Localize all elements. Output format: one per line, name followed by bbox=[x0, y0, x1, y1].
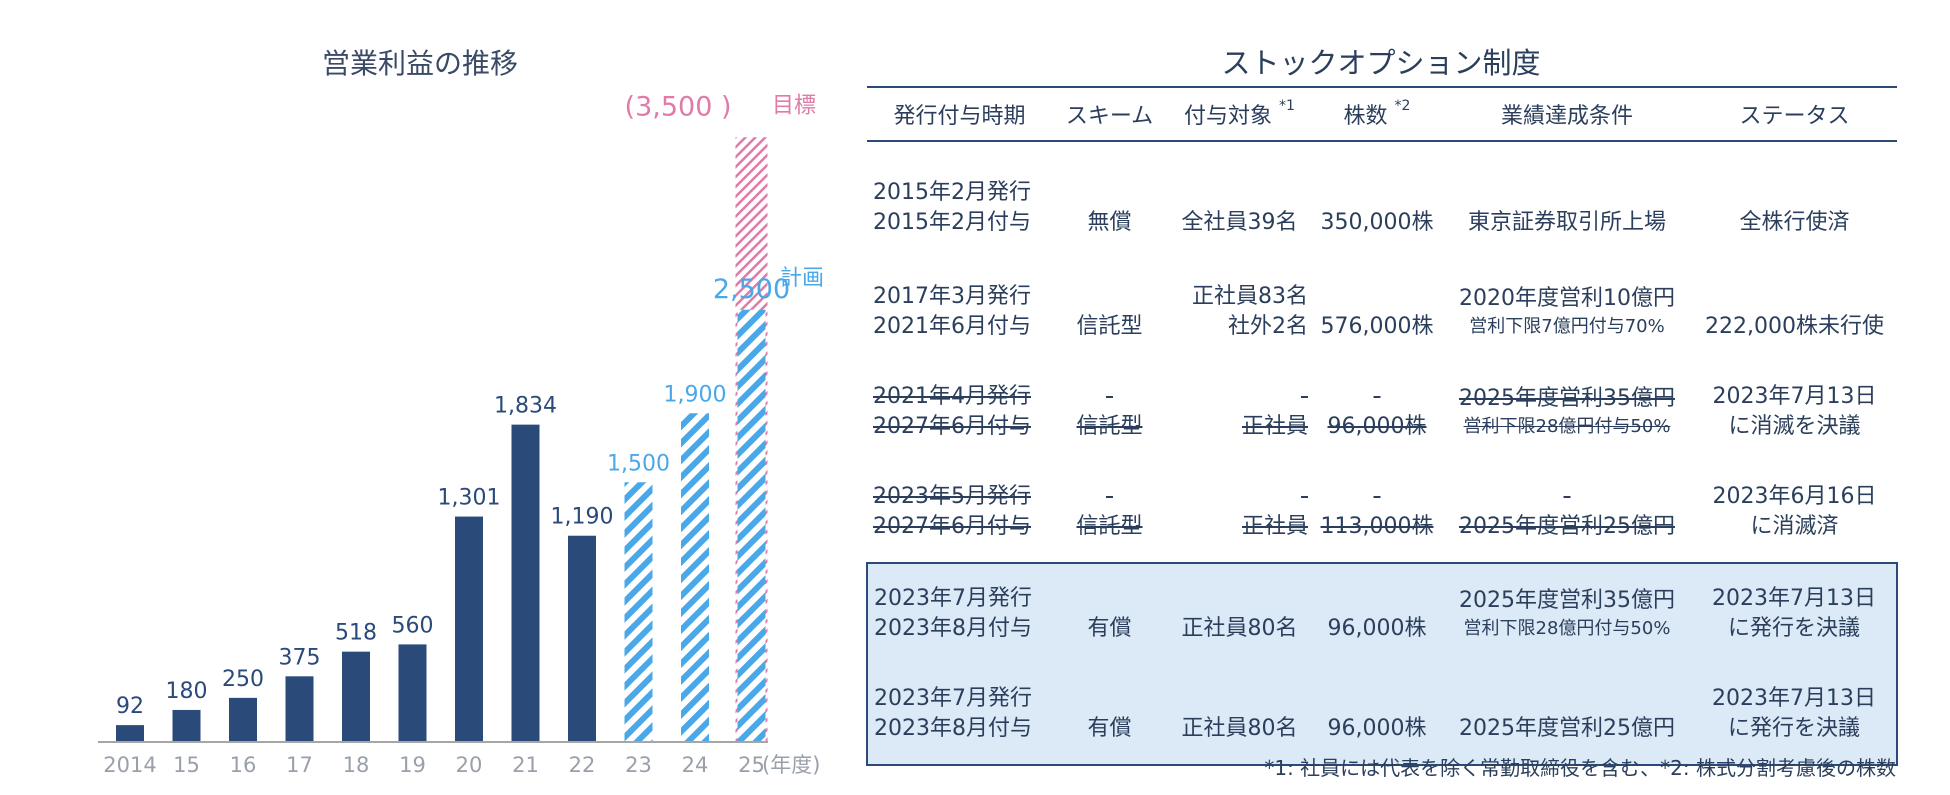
status-cell: 2023年7月13日 に発行を決議 bbox=[1692, 562, 1898, 664]
grantee-cell: 正社員 bbox=[1241, 414, 1308, 439]
bar-value-label: 180 bbox=[166, 679, 208, 704]
period-cell: 2023年5月発行 2027年6月付与 bbox=[873, 484, 1031, 539]
shares-cell: 576,000株 bbox=[1320, 314, 1434, 339]
scheme-cell: 信託型 bbox=[1076, 314, 1143, 339]
bar-plan bbox=[737, 309, 766, 741]
bar-actual bbox=[229, 697, 257, 741]
header-status: ステータス bbox=[1692, 86, 1897, 142]
bar-actual bbox=[342, 651, 370, 741]
bar-value-label: 1,190 bbox=[551, 505, 614, 530]
shares-cell: 96,000株 bbox=[1312, 562, 1442, 664]
bar-actual bbox=[455, 516, 483, 741]
condition-cell: 2025年度営利35億円 営利下限28億円付与50% bbox=[1442, 562, 1692, 664]
x-tick-label: 23 bbox=[625, 753, 652, 777]
shares-cell: 96,000株 bbox=[1312, 664, 1442, 766]
condition-cell: 2020年度営利10億円 営利下限7億円付与70% bbox=[1459, 286, 1675, 337]
bar-actual bbox=[568, 535, 596, 741]
x-tick-label: 24 bbox=[682, 753, 709, 777]
bar-actual bbox=[398, 644, 427, 741]
plan-legend-label: 計画 bbox=[780, 266, 824, 291]
header-period: 発行付与時期 bbox=[867, 86, 1052, 142]
x-unit-label: (年度) bbox=[762, 753, 820, 777]
status-cell: 2023年7月13日 に発行を決議 bbox=[1692, 664, 1898, 766]
target-value-label: (3,500 ) bbox=[625, 91, 732, 122]
scheme-cell: 無償 bbox=[1087, 210, 1132, 235]
grantee-cell: 全社員39名 bbox=[1181, 210, 1298, 235]
shares-cell: 96,000株 bbox=[1327, 414, 1427, 439]
scheme-cell: 信託型 bbox=[1076, 514, 1143, 539]
chart-title: 営業利益の推移 bbox=[321, 47, 518, 80]
period-cell: 2015年2月発行 2015年2月付与 bbox=[873, 180, 1031, 235]
period-cell: 2023年7月発行 2023年8月付与 bbox=[866, 562, 1052, 664]
x-tick-label: 2014 bbox=[103, 753, 156, 777]
table-row: 2021年4月発行 2027年6月付与 信託型 正社員 96,000株 2025年… bbox=[867, 362, 1897, 462]
bar-value-label: 1,900 bbox=[664, 382, 727, 407]
status-cell: 2023年7月13日 に消滅を決議 bbox=[1712, 384, 1877, 439]
x-tick-label: 19 bbox=[399, 753, 426, 777]
scheme-cell: 有償 bbox=[1052, 562, 1167, 664]
bar-actual bbox=[511, 424, 540, 741]
x-tick-label: 18 bbox=[343, 753, 370, 777]
bar-value-label: 92 bbox=[116, 694, 144, 719]
bar-value-label: 1,301 bbox=[438, 486, 501, 511]
period-cell: 2021年4月発行 2027年6月付与 bbox=[873, 384, 1031, 439]
header-shares: 株数 *2 bbox=[1312, 86, 1442, 142]
bar-actual bbox=[116, 725, 144, 741]
status-cell: 222,000株未行使 bbox=[1705, 314, 1884, 339]
shares-cell: 350,000株 bbox=[1320, 210, 1434, 235]
grantee-cell: 正社員 bbox=[1241, 514, 1308, 539]
condition-cell: 東京証券取引所上場 bbox=[1467, 210, 1666, 235]
grantee-cell: 正社員83名 社外2名 bbox=[1192, 284, 1308, 339]
period-cell: 2017年3月発行 2021年6月付与 bbox=[873, 284, 1031, 339]
stock-option-table: 発行付与時期 スキーム 付与対象 *1 株数 *2 業績達成条件 ステータス 2… bbox=[866, 86, 1898, 766]
x-tick-label: 16 bbox=[230, 753, 257, 777]
x-tick-label: 25 bbox=[738, 753, 765, 777]
bar-value-label: 2,500 bbox=[713, 274, 790, 305]
status-cell: 2023年6月16日 に消滅済 bbox=[1712, 484, 1877, 539]
bar-plan bbox=[624, 482, 653, 741]
target-legend-label: 目標 bbox=[772, 93, 816, 118]
note-mark-1: *1 bbox=[1279, 98, 1295, 114]
table-row: 2017年3月発行 2021年6月付与 信託型 正社員83名 社外2名 576,00… bbox=[867, 262, 1897, 362]
x-tick-label: 22 bbox=[569, 753, 596, 777]
grantee-cell: 正社員80名 bbox=[1167, 562, 1312, 664]
header-grantee: 付与対象 *1 bbox=[1167, 86, 1312, 142]
x-tick-label: 17 bbox=[286, 753, 313, 777]
header-condition: 業績達成条件 bbox=[1442, 86, 1692, 142]
footnote: *1: 社員には代表を除く常勤取締役を含む、*2: 株式分割考慮後の株数 bbox=[1264, 756, 1896, 780]
status-cell: 全株行使済 bbox=[1739, 210, 1850, 235]
table-row: 2023年5月発行 2027年6月付与 信託型 正社員 113,000株 2025… bbox=[867, 462, 1897, 563]
grantee-cell: 正社員80名 bbox=[1167, 664, 1312, 766]
bar-actual bbox=[172, 709, 201, 741]
x-tick-label: 20 bbox=[456, 753, 483, 777]
table-title: ストックオプション制度 bbox=[1221, 46, 1541, 80]
table-row-highlighted: 2023年7月発行 2023年8月付与 有償 正社員80名 96,000株 202… bbox=[866, 664, 1898, 766]
operating-profit-chart: 92 2014 180 15 250 16 375 17 518 18 560 19 1,301 20 1,… bbox=[98, 91, 824, 777]
condition-cell: 2025年度営利25億円 bbox=[1459, 514, 1675, 539]
x-tick-label: 21 bbox=[512, 753, 539, 777]
scheme-cell: 信託型 bbox=[1076, 414, 1143, 439]
header-scheme: スキーム bbox=[1052, 86, 1167, 142]
bar-plan bbox=[681, 413, 709, 741]
bar-value-label: 250 bbox=[222, 667, 264, 692]
table-row: 2015年2月発行 2015年2月付与 無償 全社員39名 350,000株 東京… bbox=[867, 141, 1897, 262]
scheme-cell: 有償 bbox=[1052, 664, 1167, 766]
table-header-row: 発行付与時期 スキーム 付与対象 *1 株数 *2 業績達成条件 ステータス bbox=[867, 86, 1897, 142]
bar-value-label: 560 bbox=[392, 613, 434, 638]
bar-value-label: 375 bbox=[279, 645, 321, 670]
period-cell: 2023年7月発行 2023年8月付与 bbox=[866, 664, 1052, 766]
shares-cell: 113,000株 bbox=[1320, 514, 1434, 539]
condition-cell: 2025年度営利35億円 営利下限28億円付与50% bbox=[1459, 386, 1675, 437]
condition-cell: 2025年度営利25億円 bbox=[1442, 664, 1692, 766]
note-mark-2: *2 bbox=[1394, 98, 1411, 114]
table-row-highlighted: 2023年7月発行 2023年8月付与 有償 正社員80名 96,000株 202… bbox=[866, 562, 1898, 664]
bar-value-label: 1,500 bbox=[607, 451, 670, 476]
bar-actual bbox=[285, 676, 314, 741]
bar-value-label: 1,834 bbox=[494, 394, 557, 419]
bar-value-label: 518 bbox=[335, 621, 377, 646]
x-tick-label: 15 bbox=[173, 753, 200, 777]
